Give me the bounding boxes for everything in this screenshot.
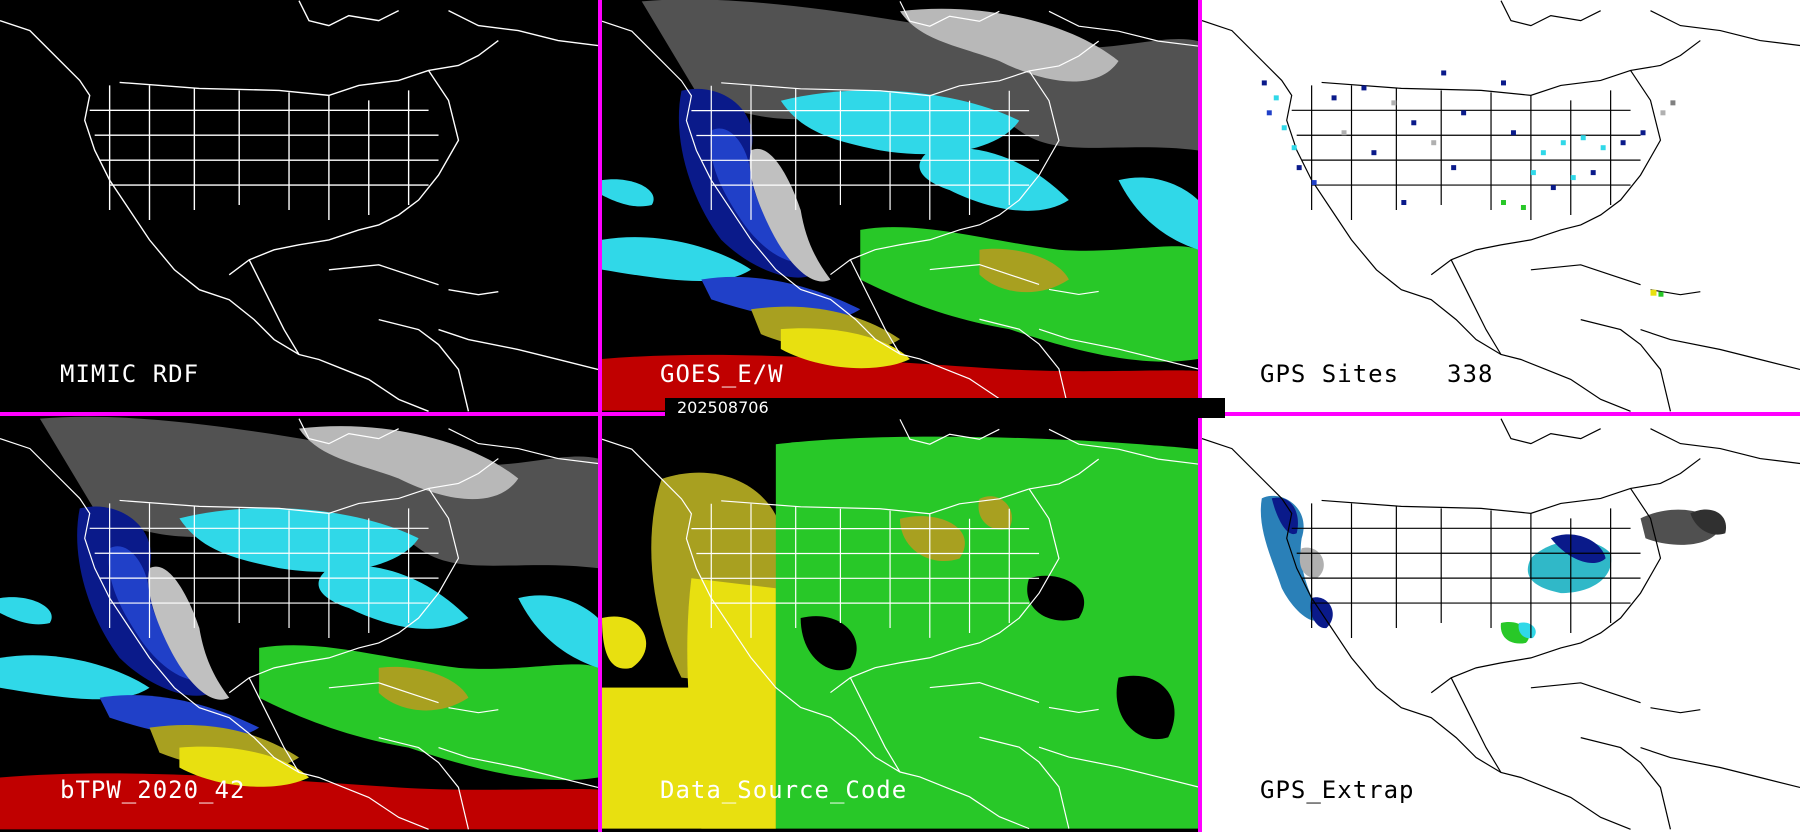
panel-label-gps-extrap: GPS_Extrap <box>1260 776 1415 804</box>
panel-label-mimic-rdf: MIMIC RDF <box>60 360 200 388</box>
panel-data-source: Data_Source_Code <box>602 416 1198 832</box>
mimic-rdf-map <box>0 0 598 412</box>
panel-label-btpw: bTPW_2020_42 <box>60 776 246 804</box>
vertical-separator-left <box>598 0 602 832</box>
data-source-map <box>602 418 1198 830</box>
goes-ew-map <box>602 0 1198 412</box>
gps-sites-count: 338 <box>1447 360 1494 388</box>
panel-label-gps-sites: GPS Sites 338 <box>1260 360 1493 388</box>
panel-label-data-source: Data_Source_Code <box>660 776 908 804</box>
panel-gps-sites: GPS Sites 338 <box>1202 0 1800 412</box>
panel-gps-extrap: GPS_Extrap <box>1202 416 1800 832</box>
timestamp-bar: 202508706 <box>665 398 1225 418</box>
panel-btpw: bTPW_2020_42 <box>0 416 598 832</box>
panel-label-goes-ew: GOES_E/W <box>660 360 784 388</box>
panel-mimic-rdf: MIMIC RDF <box>0 0 598 412</box>
gps-extrap-map <box>1202 418 1800 830</box>
gps-site-markers <box>1261 70 1676 297</box>
panel-goes-ew: GOES_E/W <box>602 0 1198 412</box>
btpw-map <box>0 416 598 830</box>
gps-sites-map <box>1202 0 1800 412</box>
gps-sites-title: GPS Sites <box>1260 360 1400 388</box>
